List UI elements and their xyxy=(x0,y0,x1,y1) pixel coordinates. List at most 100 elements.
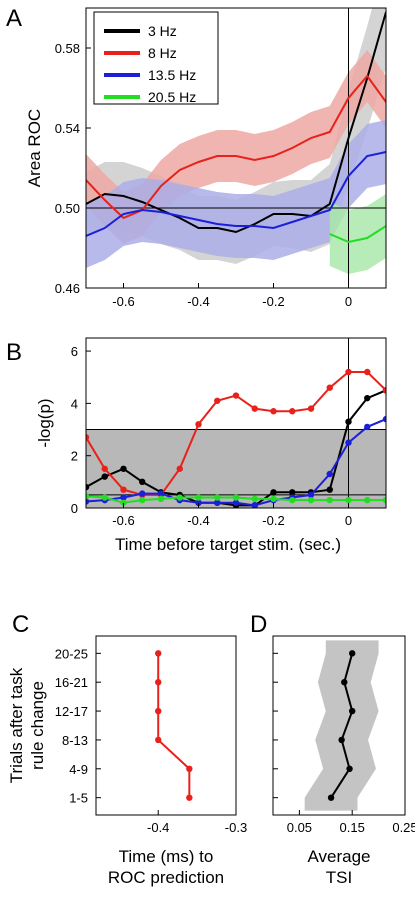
data-point-0 xyxy=(186,794,193,801)
panel-a: 0.46 0.50 0.54 0.58 -0.6 -0.4 -0.2 0 Area ROC 3 H… xyxy=(25,7,387,309)
data-point-2 xyxy=(195,499,202,506)
y-axis-title-line-0: Trials after task xyxy=(7,667,26,783)
y-tick-label: 0.46 xyxy=(55,281,80,296)
data-point-1 xyxy=(195,421,202,428)
data-point-3 xyxy=(270,495,277,503)
data-point-3 xyxy=(307,496,315,504)
y-tick-label: 2 xyxy=(71,449,78,464)
x-tick-label: -0.4 xyxy=(187,513,209,528)
panel-c-frame xyxy=(95,635,237,816)
x-tick-label: -0.2 xyxy=(262,294,284,309)
x-tick-label: -0.2 xyxy=(262,513,284,528)
panel-a-plot xyxy=(86,8,386,288)
data-point-1 xyxy=(345,368,352,376)
data-point-3 xyxy=(157,495,165,503)
data-point-0 xyxy=(101,473,108,480)
series-line-0 xyxy=(330,653,354,799)
data-point-2 xyxy=(214,499,221,506)
panel-letter-d: D xyxy=(250,611,267,638)
legend-label-2: 13.5 Hz xyxy=(148,67,196,83)
data-point-0 xyxy=(155,650,162,657)
legend-label-0: 3 Hz xyxy=(148,23,177,39)
series-line-1 xyxy=(86,74,386,220)
panel-d-plot xyxy=(304,640,379,811)
y-tick-label: 4-9 xyxy=(69,762,88,777)
data-point-0 xyxy=(341,678,348,686)
data-point-2 xyxy=(157,490,165,497)
y-axis-title-line-1: rule change xyxy=(28,681,47,770)
panel-d-frame xyxy=(272,635,406,816)
panel-b-frame xyxy=(85,337,387,509)
data-point-0 xyxy=(326,486,333,493)
data-point-2 xyxy=(139,490,146,497)
data-point-0 xyxy=(86,483,90,491)
x-axis-title-line-0: Average xyxy=(307,847,370,866)
legend-box xyxy=(93,11,219,105)
data-point-2 xyxy=(326,470,333,478)
data-point-0 xyxy=(270,489,277,496)
y-tick-label: 1-5 xyxy=(69,791,88,806)
x-tick-label: 0 xyxy=(345,513,352,528)
data-point-0 xyxy=(338,736,345,744)
data-point-1 xyxy=(270,408,277,415)
data-point-0 xyxy=(186,765,193,773)
data-point-1 xyxy=(364,368,371,376)
data-point-0 xyxy=(346,765,353,773)
x-tick-label: -0.6 xyxy=(112,513,134,528)
legend-label-3: 20.5 Hz xyxy=(148,89,196,105)
y-tick-label: 6 xyxy=(71,344,78,359)
x-axis-title-line-0: Time (ms) to xyxy=(119,847,214,866)
data-point-3 xyxy=(345,496,352,504)
data-point-1 xyxy=(251,405,258,412)
error-band-2 xyxy=(86,120,386,268)
x-tick-label: -0.6 xyxy=(112,294,134,309)
data-point-3 xyxy=(251,495,258,503)
data-point-2 xyxy=(86,498,90,505)
y-tick-label: 0 xyxy=(71,501,78,516)
data-point-0 xyxy=(349,650,356,657)
data-point-3 xyxy=(86,493,90,500)
x-tick-label: -0.4 xyxy=(147,820,169,835)
data-point-1 xyxy=(214,397,221,404)
data-point-2 xyxy=(345,439,352,446)
y-axis-title: -log(p) xyxy=(35,398,54,447)
series-line-0 xyxy=(86,11,386,234)
data-point-0 xyxy=(349,707,356,715)
series-line-3 xyxy=(329,225,386,244)
data-point-2 xyxy=(307,491,315,499)
x-tick-label: 0.25 xyxy=(392,820,415,835)
x-axis-title-line-1: ROC prediction xyxy=(108,868,224,887)
y-tick-label: 20-25 xyxy=(55,646,88,661)
data-point-2 xyxy=(232,499,240,506)
error-band-3 xyxy=(329,194,386,274)
y-axis-title: Area ROC xyxy=(25,109,44,187)
series-line-0 xyxy=(157,653,191,798)
data-point-3 xyxy=(289,496,296,504)
data-point-1 xyxy=(326,384,333,391)
data-point-1 xyxy=(382,387,386,394)
data-point-3 xyxy=(364,496,371,504)
data-point-3 xyxy=(326,496,333,504)
data-point-3 xyxy=(214,494,221,501)
y-tick-label: 0.54 xyxy=(55,121,80,136)
x-tick-label: -0.4 xyxy=(187,294,209,309)
data-point-1 xyxy=(232,392,240,399)
data-point-2 xyxy=(382,415,386,423)
y-tick-label: 4 xyxy=(71,396,78,411)
data-point-3 xyxy=(232,494,240,501)
y-tick-label: 0.50 xyxy=(55,201,80,216)
data-point-0 xyxy=(120,465,127,472)
error-band-0 xyxy=(304,640,379,811)
data-point-1 xyxy=(86,434,90,441)
panel-b-plot xyxy=(86,338,386,508)
data-point-2 xyxy=(120,494,127,501)
panel-c-plot xyxy=(155,650,193,801)
panel-letter-a: A xyxy=(6,5,22,32)
y-tick-label: 8-13 xyxy=(62,733,88,748)
panel-c: 1-5 4-9 8-13 12-17 16-21 20-25 -0.4 -0.3 Time (m… xyxy=(7,635,247,887)
data-point-0 xyxy=(155,678,162,686)
panel-letter-b: B xyxy=(6,339,22,366)
data-point-1 xyxy=(289,408,296,415)
x-axis-title-line-1: TSI xyxy=(326,868,352,887)
